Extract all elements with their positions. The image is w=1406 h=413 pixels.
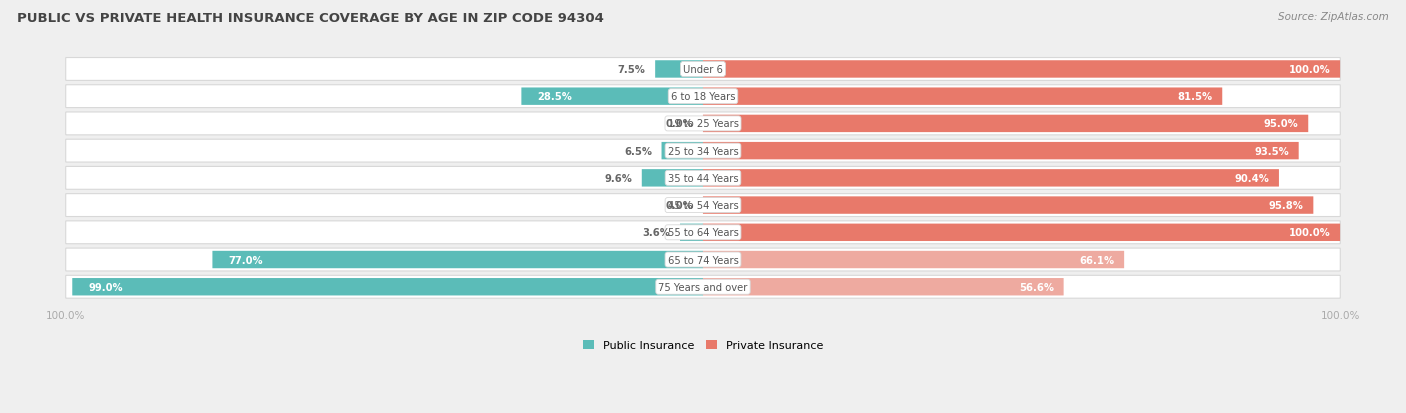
FancyBboxPatch shape — [703, 61, 1340, 78]
FancyBboxPatch shape — [703, 170, 1279, 187]
Text: 35 to 44 Years: 35 to 44 Years — [668, 173, 738, 183]
FancyBboxPatch shape — [522, 88, 703, 106]
Text: 55 to 64 Years: 55 to 64 Years — [668, 228, 738, 238]
FancyBboxPatch shape — [703, 224, 1340, 242]
Text: 99.0%: 99.0% — [89, 282, 122, 292]
FancyBboxPatch shape — [641, 170, 703, 187]
Text: 56.6%: 56.6% — [1019, 282, 1054, 292]
Text: 25 to 34 Years: 25 to 34 Years — [668, 146, 738, 156]
FancyBboxPatch shape — [66, 58, 1340, 81]
FancyBboxPatch shape — [662, 142, 703, 160]
Text: Under 6: Under 6 — [683, 65, 723, 75]
Text: 0.0%: 0.0% — [665, 201, 693, 211]
FancyBboxPatch shape — [703, 197, 1313, 214]
FancyBboxPatch shape — [66, 85, 1340, 108]
FancyBboxPatch shape — [681, 224, 703, 242]
Text: 7.5%: 7.5% — [617, 65, 645, 75]
Text: 75 Years and over: 75 Years and over — [658, 282, 748, 292]
FancyBboxPatch shape — [66, 194, 1340, 217]
Text: 6.5%: 6.5% — [624, 146, 652, 156]
Text: 100.0%: 100.0% — [1289, 65, 1330, 75]
FancyBboxPatch shape — [66, 221, 1340, 244]
Text: PUBLIC VS PRIVATE HEALTH INSURANCE COVERAGE BY AGE IN ZIP CODE 94304: PUBLIC VS PRIVATE HEALTH INSURANCE COVER… — [17, 12, 603, 25]
FancyBboxPatch shape — [703, 115, 1308, 133]
Text: 95.8%: 95.8% — [1268, 201, 1303, 211]
Legend: Public Insurance, Private Insurance: Public Insurance, Private Insurance — [579, 336, 827, 355]
Text: 45 to 54 Years: 45 to 54 Years — [668, 201, 738, 211]
Text: 65 to 74 Years: 65 to 74 Years — [668, 255, 738, 265]
Text: 77.0%: 77.0% — [228, 255, 263, 265]
FancyBboxPatch shape — [66, 249, 1340, 271]
FancyBboxPatch shape — [66, 167, 1340, 190]
Text: 0.0%: 0.0% — [665, 119, 693, 129]
FancyBboxPatch shape — [66, 113, 1340, 135]
FancyBboxPatch shape — [72, 278, 703, 296]
FancyBboxPatch shape — [66, 275, 1340, 299]
Text: 93.5%: 93.5% — [1254, 146, 1289, 156]
Text: 19 to 25 Years: 19 to 25 Years — [668, 119, 738, 129]
Text: Source: ZipAtlas.com: Source: ZipAtlas.com — [1278, 12, 1389, 22]
FancyBboxPatch shape — [212, 251, 703, 268]
Text: 6 to 18 Years: 6 to 18 Years — [671, 92, 735, 102]
FancyBboxPatch shape — [703, 88, 1222, 106]
Text: 90.4%: 90.4% — [1234, 173, 1270, 183]
Text: 66.1%: 66.1% — [1080, 255, 1115, 265]
Text: 3.6%: 3.6% — [643, 228, 671, 238]
Text: 28.5%: 28.5% — [537, 92, 572, 102]
Text: 81.5%: 81.5% — [1177, 92, 1212, 102]
FancyBboxPatch shape — [703, 278, 1063, 296]
FancyBboxPatch shape — [703, 142, 1299, 160]
FancyBboxPatch shape — [66, 140, 1340, 163]
FancyBboxPatch shape — [703, 251, 1125, 268]
FancyBboxPatch shape — [655, 61, 703, 78]
Text: 95.0%: 95.0% — [1264, 119, 1299, 129]
Text: 100.0%: 100.0% — [1289, 228, 1330, 238]
Text: 9.6%: 9.6% — [605, 173, 633, 183]
